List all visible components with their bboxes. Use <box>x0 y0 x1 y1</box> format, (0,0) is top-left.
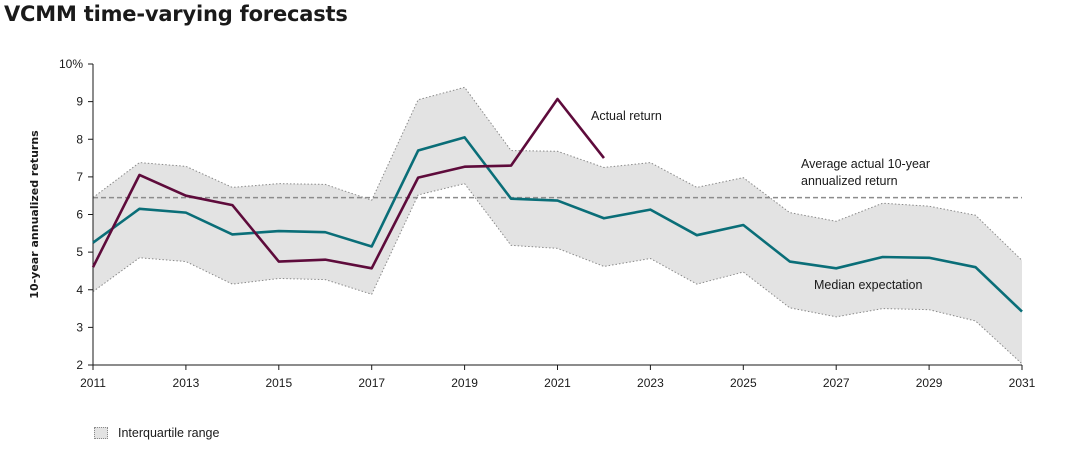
y-tick-label: 6 <box>76 208 83 222</box>
x-tick-label: 2029 <box>916 376 943 390</box>
x-tick-label: 2031 <box>1009 376 1036 390</box>
y-tick-label: 3 <box>76 320 83 334</box>
annotation-reference-line-1: Average actual 10-year <box>801 157 930 171</box>
interquartile-range-area <box>93 87 1022 364</box>
axes-layer: 2 3 4 5 6 7 8 9 10% 2011 2013 2015 2017 2019 2021 2023 2… <box>28 57 1036 390</box>
y-tick-label: 4 <box>76 283 83 297</box>
legend-label-interquartile-range: Interquartile range <box>118 426 220 440</box>
y-tick-label: 8 <box>76 132 83 146</box>
interquartile-upper-edge <box>92 86 1023 261</box>
y-tick-label: 7 <box>76 170 83 184</box>
chart-area: 2 3 4 5 6 7 8 9 10% 2011 2013 2015 2017 2019 2021 2023 2… <box>28 57 1036 390</box>
x-tick-label: 2027 <box>823 376 850 390</box>
y-tick-label: 2 <box>76 358 83 372</box>
annotation-reference-line-2: annualized return <box>801 174 898 188</box>
x-tick-label: 2017 <box>358 376 385 390</box>
x-tick-label: 2015 <box>265 376 292 390</box>
annotation-layer: Actual return Median expectation Average a… <box>591 109 930 292</box>
y-axis-title: 10-year annualized returns <box>28 130 41 299</box>
series-line-actual-return <box>91 97 605 270</box>
x-tick-label: 2025 <box>730 376 757 390</box>
x-tick-label: 2021 <box>544 376 571 390</box>
series-layer <box>91 97 1023 313</box>
legend-swatch-interquartile-range <box>94 427 108 439</box>
y-tick-label: 5 <box>76 245 83 259</box>
series-line-median-expectation <box>92 136 1023 313</box>
interquartile-lower-edge <box>92 183 1023 365</box>
chart-title: VCMM time-varying forecasts <box>4 2 348 26</box>
interquartile-band-layer <box>92 86 1023 365</box>
annotation-actual-return: Actual return <box>591 109 662 123</box>
x-tick-label: 2023 <box>637 376 664 390</box>
x-tick-label: 2011 <box>80 376 106 390</box>
y-tick-label: 10% <box>59 57 83 71</box>
annotation-median-expectation: Median expectation <box>814 278 922 292</box>
x-tick-label: 2019 <box>451 376 478 390</box>
y-tick-label: 9 <box>76 95 83 109</box>
x-tick-label: 2013 <box>173 376 200 390</box>
legend: Interquartile range <box>94 426 219 440</box>
